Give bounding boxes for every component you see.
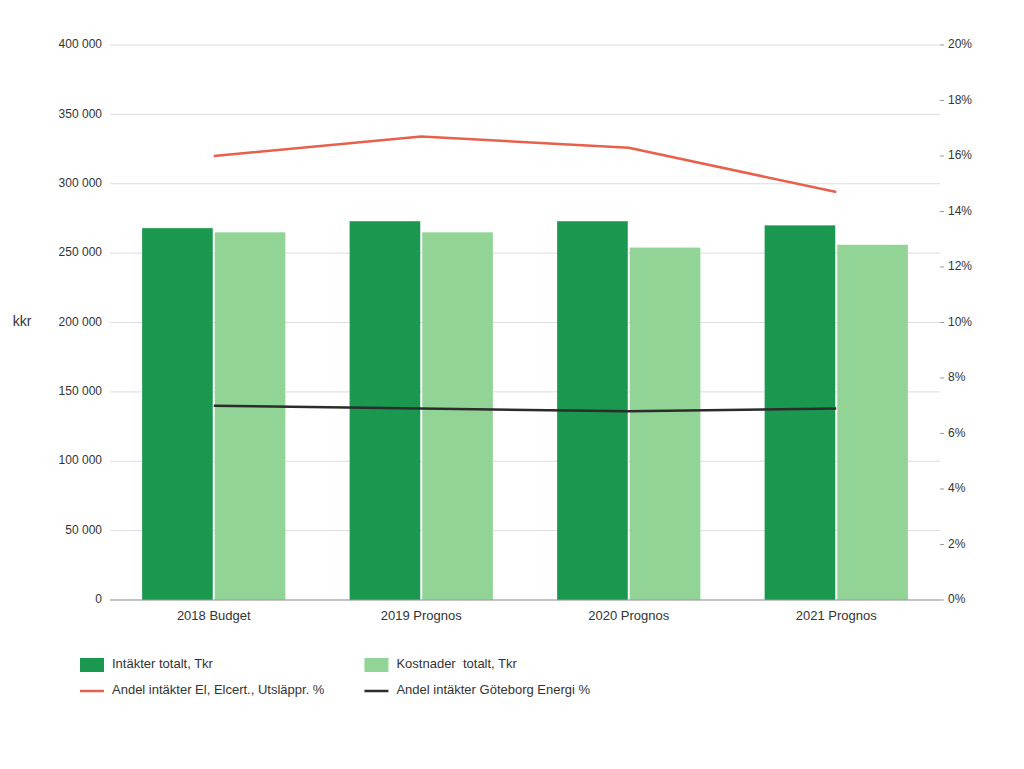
- y2-tick: [940, 600, 944, 601]
- y-tick-label: 50 000: [65, 523, 102, 537]
- legend-item: Intäkter totalt, Tkr: [80, 656, 214, 672]
- y-tick-label: 250 000: [59, 245, 103, 259]
- y2-tick-label: 0%: [948, 592, 966, 606]
- legend-swatch: [80, 658, 104, 672]
- y2-axis: 0% 2% 4% 6% 8% 10% 12% 14% 16% 18% 20%: [940, 37, 972, 606]
- y-axis: 0 50 000 100 000 150 000 200 000 250 000 300 0…: [59, 37, 103, 606]
- y2-tick: [940, 489, 944, 490]
- y2-tick-label: 8%: [948, 370, 966, 384]
- legend-label: Kostnader totalt, Tkr: [396, 656, 517, 671]
- line: [214, 406, 837, 412]
- legend-label: Intäkter totalt, Tkr: [112, 656, 214, 671]
- y-tick-label: 150 000: [59, 384, 103, 398]
- y2-tick: [940, 378, 944, 379]
- y-tick-label: 100 000: [59, 453, 103, 467]
- grid-line: [110, 45, 940, 46]
- y2-tick-label: 10%: [948, 315, 972, 329]
- bar-series: [142, 221, 835, 600]
- grid-line: [110, 114, 940, 115]
- y2-tick-label: 4%: [948, 481, 966, 495]
- y2-tick: [940, 45, 944, 46]
- y2-tick: [940, 267, 944, 268]
- chart-container: 0 50 000 100 000 150 000 200 000 250 000 300 0…: [0, 0, 1024, 769]
- y2-tick-label: 6%: [948, 426, 966, 440]
- grid-line: [110, 600, 940, 601]
- y-tick-label: 350 000: [59, 107, 103, 121]
- bar-series: [215, 232, 908, 600]
- y2-tick: [940, 433, 944, 434]
- grid-line: [110, 183, 940, 184]
- y2-tick-label: 18%: [948, 93, 972, 107]
- grid: [110, 45, 940, 600]
- x-axis-line: [110, 600, 940, 601]
- y2-tick: [940, 322, 944, 323]
- y2-tick: [940, 156, 944, 157]
- y2-tick: [940, 100, 944, 101]
- y2-tick: [940, 544, 944, 545]
- x-axis: 2018 Budget 2019 Prognos 2020 Prognos 2021 …: [177, 608, 877, 623]
- bar: [630, 248, 701, 600]
- x-tick-label: 2018 Budget: [177, 608, 251, 623]
- y-tick-label: 0: [95, 592, 102, 606]
- legend-item: Andel intäkter El, Elcert., Utsläppr. %: [80, 682, 325, 697]
- legend-item: Andel intäkter Göteborg Energi %: [364, 682, 590, 697]
- y2-tick: [940, 211, 944, 212]
- bar: [765, 225, 836, 600]
- bar: [142, 228, 213, 600]
- legend-label: Andel intäkter El, Elcert., Utsläppr. %: [112, 682, 325, 697]
- y2-tick-label: 16%: [948, 148, 972, 162]
- bar: [215, 232, 286, 600]
- y-axis-label: kkr: [13, 313, 32, 329]
- legend: Intäkter totalt, Tkr Kostnader totalt, Tk…: [80, 656, 591, 697]
- y2-tick-label: 20%: [948, 37, 972, 51]
- y2-tick-label: 12%: [948, 259, 972, 273]
- legend-label: Andel intäkter Göteborg Energi %: [396, 682, 590, 697]
- y-tick-label: 300 000: [59, 176, 103, 190]
- bar: [837, 245, 908, 600]
- y2-tick-label: 2%: [948, 537, 966, 551]
- legend-swatch: [80, 690, 104, 693]
- y2-tick-label: 14%: [948, 204, 972, 218]
- x-tick-label: 2019 Prognos: [381, 608, 462, 623]
- legend-swatch: [364, 690, 388, 693]
- x-tick-label: 2020 Prognos: [588, 608, 669, 623]
- y-tick-label: 400 000: [59, 37, 103, 51]
- y-tick-label: 200 000: [59, 315, 103, 329]
- bar: [350, 221, 421, 600]
- plot-marks: [142, 137, 908, 600]
- line: [214, 137, 837, 193]
- legend-swatch: [364, 658, 388, 672]
- x-tick-label: 2021 Prognos: [796, 608, 877, 623]
- bar: [422, 232, 493, 600]
- legend-item: Kostnader totalt, Tkr: [364, 656, 517, 672]
- chart-svg: 0 50 000 100 000 150 000 200 000 250 000 300 0…: [0, 0, 1024, 769]
